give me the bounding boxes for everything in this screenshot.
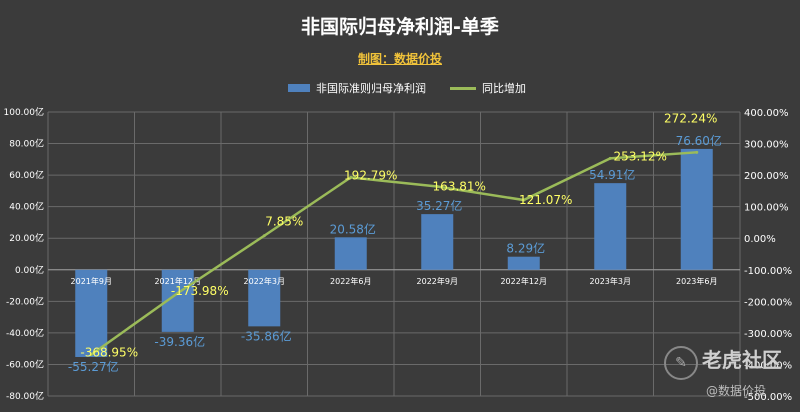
bar — [248, 269, 281, 327]
y-left-tick-label: 60.00亿 — [9, 169, 44, 181]
y-right-tick-label: -200.00% — [744, 297, 792, 308]
y-left-tick-label: 40.00亿 — [9, 201, 44, 213]
bar — [334, 237, 367, 270]
y-right-tick-label: 300.00% — [744, 140, 789, 151]
bar-data-label: 76.60亿 — [676, 133, 722, 148]
line-point — [349, 175, 353, 179]
y-right-tick-label: 200.00% — [744, 171, 789, 182]
line-data-label: 121.07% — [519, 193, 572, 207]
legend-label-line: 同比增加 — [482, 82, 526, 95]
line-data-label: 272.24% — [664, 111, 717, 125]
line-point — [262, 234, 266, 238]
x-tick-label: 2023年6月 — [676, 276, 717, 286]
legend-item-line: 同比增加 — [450, 80, 526, 96]
line-point — [695, 150, 699, 154]
bar — [75, 269, 108, 357]
legend-label-bar: 非国际准则归母净利润 — [316, 82, 426, 95]
bar-data-label: -39.36亿 — [154, 334, 205, 349]
bar-data-label: 35.27亿 — [416, 198, 462, 213]
x-tick-label: 2023年3月 — [590, 276, 631, 286]
bar-data-label: -35.86亿 — [241, 328, 292, 343]
bar-data-label: 20.58亿 — [330, 221, 376, 236]
y-right-tick-label: -500.00% — [744, 392, 792, 403]
chart-subtitle: 制图：数据价投 — [357, 52, 442, 66]
line-series — [90, 151, 697, 356]
y-left-tick-label: -20.00亿 — [6, 295, 44, 307]
y-left-tick-label: 0.00亿 — [15, 264, 44, 276]
bar — [507, 256, 540, 270]
line-data-label: 7.85% — [265, 215, 303, 229]
y-left-tick-label: -40.00亿 — [6, 327, 44, 339]
line-point — [89, 353, 93, 357]
chart-title: 非国际归母净利润-单季 — [301, 16, 499, 38]
y-right-tick-label: 0.00% — [744, 234, 776, 245]
y-left-tick-label: -80.00亿 — [6, 390, 44, 402]
line-data-label: -368.95% — [80, 346, 138, 360]
y-left-tick-label: 20.00亿 — [9, 232, 44, 244]
bar-data-label: 54.91亿 — [589, 167, 635, 182]
line-point — [176, 291, 180, 295]
x-tick-label: 2021年12月 — [154, 276, 201, 286]
watermark-brand: 老虎社区 — [702, 348, 782, 372]
y-right-tick-label: -300.00% — [744, 329, 792, 340]
bar-data-label: -55.27亿 — [68, 359, 119, 374]
line-data-label: 163.81% — [433, 180, 486, 194]
y-left-tick-label: -60.00亿 — [6, 358, 44, 370]
bar — [680, 148, 713, 270]
tiger-logo-icon: ✎ — [664, 346, 698, 380]
x-tick-label: 2022年6月 — [330, 276, 371, 286]
chart-legend: 非国际准则归母净利润 同比增加 — [288, 80, 550, 96]
line-data-label: 192.79% — [344, 168, 397, 182]
line-point — [435, 185, 439, 189]
legend-item-bar: 非国际准则归母净利润 — [288, 80, 426, 96]
line-data-label: 253.12% — [614, 149, 667, 163]
y-left-tick-label: 100.00亿 — [4, 106, 45, 118]
y-right-tick-label: -400.00% — [744, 360, 792, 371]
legend-swatch-line — [450, 86, 476, 90]
legend-swatch-bar — [288, 84, 310, 92]
y-left-tick-label: 80.00亿 — [9, 138, 44, 150]
bar-data-label: 8.29亿 — [506, 241, 545, 256]
bar — [594, 183, 627, 270]
bar — [421, 214, 454, 270]
x-tick-label: 2022年12月 — [500, 276, 547, 286]
x-tick-label: 2021年9月 — [71, 276, 112, 286]
y-right-tick-label: 100.00% — [744, 203, 789, 214]
y-right-tick-label: -100.00% — [744, 266, 792, 277]
line-point — [608, 156, 612, 160]
y-right-tick-label: 400.00% — [744, 108, 789, 119]
watermark-author: @数据价投 — [706, 384, 767, 398]
x-tick-label: 2022年9月 — [417, 276, 458, 286]
x-tick-label: 2022年3月 — [244, 276, 285, 286]
line-data-label: -173.98% — [171, 284, 229, 298]
line-point — [522, 198, 526, 202]
